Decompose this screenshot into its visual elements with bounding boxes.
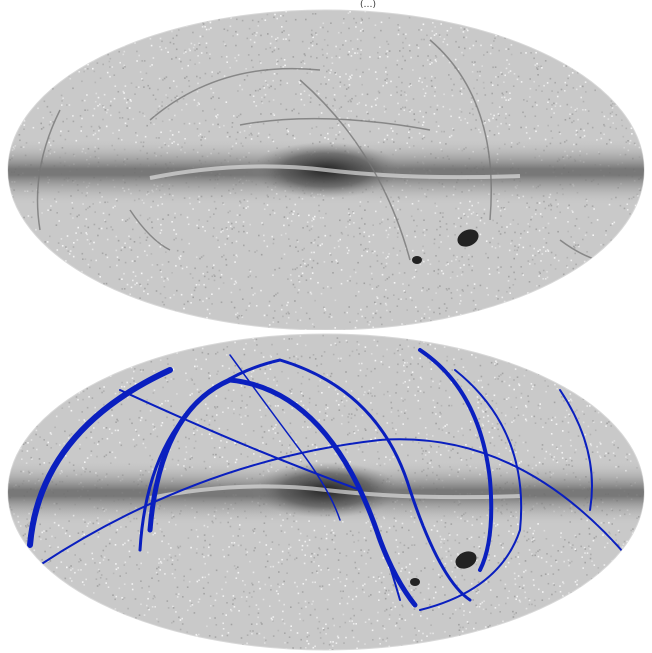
stream-arc bbox=[429, 39, 492, 221]
stream-track bbox=[27, 367, 173, 548]
stream-track bbox=[559, 389, 593, 511]
header-fragment: (…) bbox=[360, 0, 377, 10]
stream-arc bbox=[36, 109, 61, 231]
stream-tracks-overlay bbox=[27, 348, 631, 611]
stream-track bbox=[419, 369, 523, 611]
stream-track bbox=[39, 438, 631, 566]
lmc-blob-top bbox=[457, 229, 479, 247]
mollweide-map-bottom bbox=[7, 333, 645, 651]
sky-map-top bbox=[7, 9, 645, 330]
stream-track bbox=[229, 354, 341, 521]
stream-arc bbox=[239, 117, 431, 131]
smc-blob-top bbox=[412, 256, 422, 264]
dust-lane-top bbox=[149, 164, 521, 180]
stream-track bbox=[418, 348, 494, 572]
smc-blob-bottom bbox=[410, 578, 420, 586]
mollweide-map-top bbox=[7, 9, 645, 330]
sky-map-bottom bbox=[0, 330, 652, 653]
stream-arc bbox=[129, 209, 171, 251]
stream-track bbox=[119, 389, 401, 601]
stream-arc bbox=[299, 79, 411, 261]
stream-arc bbox=[149, 67, 321, 121]
map-content-bottom bbox=[8, 334, 644, 650]
stream-arcs-top bbox=[36, 39, 631, 264]
lmc-blob-bottom bbox=[455, 551, 477, 569]
